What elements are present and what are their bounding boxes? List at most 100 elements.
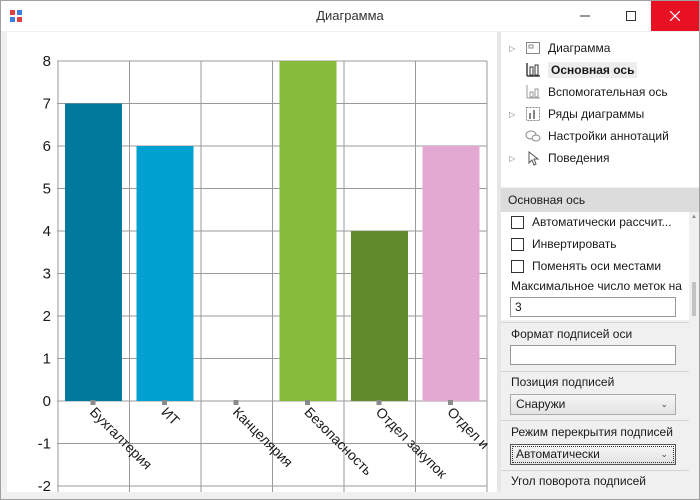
chart-area[interactable]: 8 7 6 5 4 3 2 1 0 -1 -2 Бухгалтерия ИТ Канцелярия Безо… bbox=[7, 32, 497, 492]
auto-calc-label: Автоматически рассчит... bbox=[532, 215, 672, 229]
format-input[interactable] bbox=[510, 345, 676, 365]
properties-section-header: Основная ось bbox=[501, 188, 699, 212]
behavior-icon bbox=[528, 150, 540, 166]
swap-axes-label: Поменять оси местами bbox=[532, 259, 662, 273]
max-ticks-group: Максимальное число меток на 3 bbox=[501, 274, 689, 320]
overlap-mode-group: Режим перекрытия подписей Автоматически … bbox=[501, 422, 689, 470]
settings-tree: ▷ Диаграмма Основная ось Вспомогательная… bbox=[501, 32, 699, 187]
secondary-axis-icon bbox=[526, 85, 540, 99]
x-axis-tick bbox=[305, 400, 310, 405]
tree-item-behavior[interactable]: ▷ Поведения bbox=[509, 147, 609, 169]
x-category-label: Отдел закупок bbox=[373, 404, 451, 482]
expand-arrow-icon[interactable]: ▷ bbox=[509, 153, 516, 163]
expand-arrow-icon[interactable]: ▷ bbox=[509, 43, 516, 53]
tree-item-label: Основная ось bbox=[548, 62, 638, 78]
y-tick-label: 1 bbox=[43, 351, 51, 368]
bar bbox=[65, 103, 122, 401]
x-category-label: Безопасность bbox=[301, 404, 375, 478]
x-category-label: Бухгалтерия bbox=[87, 404, 156, 473]
properties-panel: Автоматически рассчит... Инвертировать П… bbox=[501, 212, 689, 492]
x-axis-tick bbox=[376, 400, 382, 405]
x-category-label: Отдел и bbox=[444, 404, 492, 452]
label-position-label: Позиция подписей bbox=[511, 375, 615, 389]
series-icon bbox=[526, 107, 540, 121]
format-group: Формат подписей оси bbox=[501, 324, 689, 370]
tree-item-label: Ряды диаграммы bbox=[548, 107, 645, 121]
tree-item-label: Диаграмма bbox=[548, 41, 611, 55]
chart-icon bbox=[526, 42, 540, 54]
tree-item-annotations[interactable]: Настройки аннотаций bbox=[525, 125, 669, 147]
tree-item-chart[interactable]: ▷ Диаграмма bbox=[509, 37, 610, 59]
minimize-icon bbox=[580, 15, 590, 17]
bar bbox=[136, 146, 194, 401]
x-axis-tick bbox=[162, 400, 167, 405]
properties-scrollbar[interactable]: ▲ bbox=[689, 212, 699, 492]
swap-axes-option[interactable]: Поменять оси местами bbox=[501, 255, 689, 277]
primary-axis-icon bbox=[526, 63, 540, 77]
panel-splitter[interactable] bbox=[497, 32, 501, 492]
close-button[interactable] bbox=[651, 1, 699, 31]
y-tick-label: 4 bbox=[43, 223, 51, 240]
invert-checkbox[interactable] bbox=[511, 237, 524, 251]
y-tick-label: -2 bbox=[38, 478, 51, 492]
window-title: Диаграмма bbox=[316, 8, 384, 23]
label-position-group: Позиция подписей Снаружи ⌄ bbox=[501, 372, 689, 420]
swap-axes-checkbox[interactable] bbox=[511, 259, 524, 273]
x-category-label: Канцелярия bbox=[230, 404, 296, 470]
overlap-mode-select[interactable]: Автоматически ⌄ bbox=[510, 444, 676, 465]
tree-item-series[interactable]: ▷ Ряды диаграммы bbox=[509, 103, 644, 125]
rotation-group: Угол поворота подписей bbox=[501, 471, 689, 492]
x-axis-tick bbox=[233, 400, 239, 405]
maximize-icon bbox=[626, 11, 636, 21]
bar bbox=[351, 231, 408, 401]
annotations-icon bbox=[525, 130, 541, 142]
divider bbox=[501, 371, 689, 372]
max-ticks-label: Максимальное число меток на bbox=[511, 279, 682, 293]
x-category-label: ИТ bbox=[158, 404, 183, 429]
y-tick-label: 0 bbox=[43, 393, 51, 410]
invert-option[interactable]: Инвертировать bbox=[501, 233, 689, 255]
format-label: Формат подписей оси bbox=[511, 327, 633, 341]
overlap-mode-value: Автоматически bbox=[516, 447, 600, 461]
y-tick-label: 5 bbox=[43, 181, 51, 198]
close-icon bbox=[670, 11, 680, 21]
title-bar: Диаграмма bbox=[1, 1, 699, 31]
checkbox-group: Автоматически рассчит... Инвертировать П… bbox=[501, 212, 689, 281]
scroll-up-icon[interactable]: ▲ bbox=[691, 214, 697, 220]
x-axis-tick bbox=[448, 400, 453, 405]
bar-chart: 8 7 6 5 4 3 2 1 0 -1 -2 Бухгалтерия ИТ Канцелярия Безо… bbox=[38, 53, 493, 492]
tree-item-label: Настройки аннотаций bbox=[548, 129, 669, 143]
expand-arrow-icon[interactable]: ▷ bbox=[509, 109, 516, 119]
overlap-mode-label: Режим перекрытия подписей bbox=[511, 425, 673, 439]
tree-item-secondary-axis[interactable]: Вспомогательная ось bbox=[525, 81, 668, 103]
invert-label: Инвертировать bbox=[532, 237, 617, 251]
divider bbox=[501, 322, 689, 323]
y-tick-label: 6 bbox=[43, 138, 51, 155]
bar bbox=[422, 146, 480, 401]
label-position-select[interactable]: Снаружи ⌄ bbox=[510, 394, 676, 415]
x-axis-tick bbox=[90, 400, 96, 405]
tree-item-label: Вспомогательная ось bbox=[548, 85, 668, 99]
chevron-down-icon: ⌄ bbox=[660, 449, 668, 459]
y-tick-label: 2 bbox=[43, 308, 51, 325]
y-tick-label: 8 bbox=[43, 53, 51, 70]
chevron-down-icon: ⌄ bbox=[660, 399, 668, 409]
divider bbox=[501, 420, 689, 421]
auto-calc-option[interactable]: Автоматически рассчит... bbox=[501, 212, 689, 233]
y-tick-label: 3 bbox=[43, 266, 51, 283]
y-tick-label: -1 bbox=[38, 436, 51, 453]
bar bbox=[279, 61, 337, 401]
y-tick-label: 7 bbox=[43, 96, 51, 113]
app-icon bbox=[10, 10, 22, 22]
scroll-thumb[interactable] bbox=[692, 282, 696, 316]
auto-calc-checkbox[interactable] bbox=[511, 215, 524, 229]
tree-item-label: Поведения bbox=[548, 151, 610, 165]
maximize-button[interactable] bbox=[608, 1, 654, 31]
divider bbox=[501, 470, 689, 471]
minimize-button[interactable] bbox=[562, 1, 608, 31]
tree-item-primary-axis[interactable]: Основная ось bbox=[525, 59, 638, 81]
rotation-label: Угол поворота подписей bbox=[511, 474, 646, 488]
label-position-value: Снаружи bbox=[516, 397, 566, 411]
max-ticks-input[interactable]: 3 bbox=[510, 297, 676, 317]
